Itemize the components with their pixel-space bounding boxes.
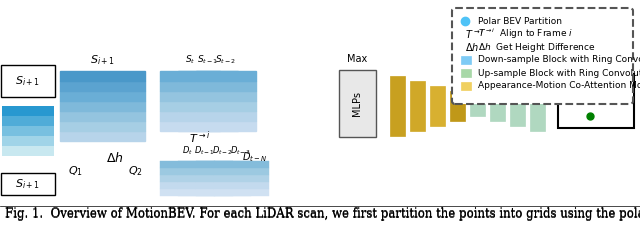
Text: $T^{\rightarrow i}$: $T^{\rightarrow i}$ [465,27,484,41]
Bar [214,175,269,182]
Text: $S_t$: $S_t$ [185,54,195,66]
Bar [2,106,54,116]
Bar [160,189,215,196]
FancyBboxPatch shape [558,74,634,128]
Text: $D_{t-2}$: $D_{t-2}$ [212,144,234,157]
Bar [178,182,233,189]
Bar [196,182,251,189]
Text: Polar BEV Partition: Polar BEV Partition [478,17,562,25]
Bar [410,81,425,131]
Text: MLPs: MLPs [352,90,362,115]
Bar [60,111,145,121]
Bar [60,101,145,111]
Text: $S_{i+1}$: $S_{i+1}$ [15,177,40,191]
Bar [160,91,220,101]
Bar [450,91,465,121]
Text: $S_{t-1}$: $S_{t-1}$ [197,54,219,66]
Text: $D_{t-3}$: $D_{t-3}$ [230,144,252,157]
Text: Fig. 1.  Overview of MotionBEV. For each LiDAR scan, we first partition the poin: Fig. 1. Overview of MotionBEV. For each … [5,208,640,221]
Text: $S_{i+1}$: $S_{i+1}$ [15,74,40,88]
Bar [196,189,251,196]
Bar [390,76,405,136]
Bar [430,86,445,126]
Bar [60,91,145,101]
Text: Fig. 1.  Overview of MotionBEV. For each LiDAR scan, we first partition the poin: Fig. 1. Overview of MotionBEV. For each … [5,207,640,220]
Bar [461,82,471,90]
Bar [178,175,233,182]
Text: $Q_2$: $Q_2$ [127,164,143,178]
Bar [160,81,220,91]
FancyBboxPatch shape [1,65,55,97]
Bar [490,91,505,121]
Bar [0,6,640,206]
Text: $T^{\rightarrow i}$  Align to Frame $i$: $T^{\rightarrow i}$ Align to Frame $i$ [478,27,573,41]
Text: $\Delta h$  Get Height Difference: $\Delta h$ Get Height Difference [478,41,595,54]
Text: $\Delta h$: $\Delta h$ [106,151,124,165]
Text: $\Delta h$: $\Delta h$ [465,41,479,53]
Bar [160,71,220,81]
Bar [196,91,256,101]
Text: $T^{\rightarrow i}$: $T^{\rightarrow i}$ [189,130,211,146]
Bar [178,91,238,101]
FancyBboxPatch shape [452,8,633,104]
Text: $Q_1$: $Q_1$ [67,164,83,178]
Bar [510,86,525,126]
Bar [160,168,215,175]
Bar [160,175,215,182]
Bar [2,126,54,136]
Bar [60,121,145,131]
Bar [178,189,233,196]
Bar [2,146,54,156]
Text: Down-sample Block with Ring Convolution: Down-sample Block with Ring Convolution [478,55,640,64]
Bar [60,71,145,81]
Bar [0,206,640,236]
Bar [2,8,638,204]
Text: Prediction: Prediction [566,96,627,106]
Bar [470,96,485,116]
Bar [178,168,233,175]
Bar [214,168,269,175]
Bar [196,81,256,91]
Bar [178,121,238,131]
Bar [214,189,269,196]
Bar [60,81,145,91]
Text: $D_t$: $D_t$ [182,144,193,157]
Bar [2,136,54,146]
Bar [178,101,238,111]
Bar [160,161,215,168]
Bar [60,131,145,141]
Bar [160,111,220,121]
Bar [196,111,256,121]
Bar [178,161,233,168]
Bar [178,71,238,81]
Bar [178,111,238,121]
Bar [160,182,215,189]
Bar [214,182,269,189]
Text: Up-sample Block with Ring Convolution: Up-sample Block with Ring Convolution [478,68,640,77]
Bar [2,116,54,126]
Text: $D_{t-N}$: $D_{t-N}$ [243,150,268,164]
Text: $S_{t-2}$: $S_{t-2}$ [215,54,237,66]
FancyBboxPatch shape [339,70,376,137]
Text: $D_{t-1}$: $D_{t-1}$ [195,144,216,157]
Bar [196,121,256,131]
Bar [160,101,220,111]
Bar [160,121,220,131]
Bar [196,168,251,175]
Text: Max: Max [347,54,367,64]
Bar [196,71,256,81]
Bar [196,101,256,111]
FancyBboxPatch shape [1,173,55,195]
Text: Appearance-Motion Co-Attention Module: Appearance-Motion Co-Attention Module [478,81,640,90]
Bar [530,81,545,131]
Bar [214,161,269,168]
Bar [196,175,251,182]
Bar [178,81,238,91]
Bar [461,69,471,77]
Bar [461,56,471,64]
Bar [196,161,251,168]
Text: $S_{i+1}$: $S_{i+1}$ [90,53,115,67]
